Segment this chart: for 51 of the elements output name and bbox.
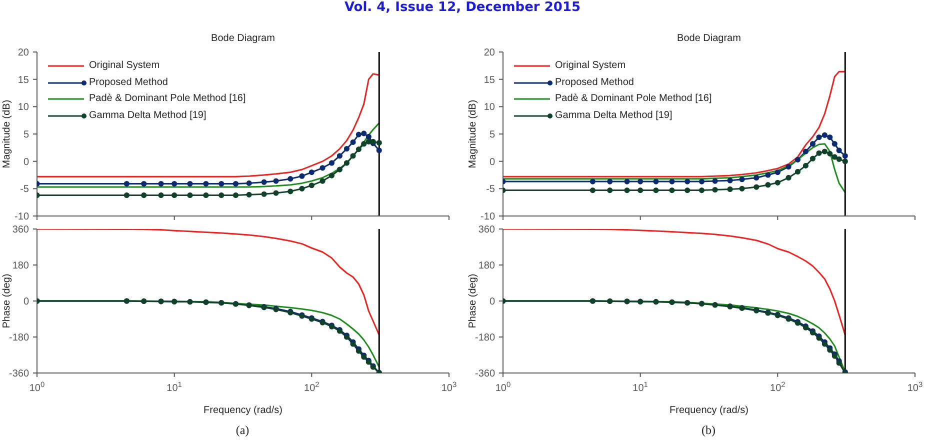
x-tick-label: 10$^{1}$ [632, 380, 648, 394]
x-tick-label: 10$^{0}$ [29, 380, 45, 394]
chart-title: Bode Diagram [210, 33, 276, 44]
y-tick-label: 10 [484, 102, 496, 114]
y-tick-label: -5 [486, 184, 496, 196]
x-tick-label: 10$^{3}$ [907, 380, 923, 394]
y-tick-label: 360 [478, 224, 496, 236]
x-tick-label: 10$^{0}$ [495, 380, 511, 394]
legend-label: Proposed Method [555, 76, 634, 90]
x-tick-label: 10$^{2}$ [770, 380, 786, 394]
y-tick-label: 5 [23, 130, 30, 140]
y-tick-label: 180 [478, 260, 496, 272]
y-axis-title: Magnitude (dB) [2, 100, 13, 168]
y-tick-label: 20 [18, 48, 30, 58]
legend-label: Gamma Delta Method [19] [555, 108, 672, 122]
x-tick-label: 10$^{3}$ [441, 380, 457, 394]
y-tick-label: 0 [489, 296, 496, 308]
y-tick-label: 15 [484, 74, 496, 86]
x-axis-title: Frequency (rad/s) [670, 405, 748, 416]
y-tick-label: -360 [8, 368, 30, 380]
legend-label: Original System [89, 59, 160, 73]
text: (b) [700, 423, 716, 438]
y-tick-label: 0 [23, 156, 30, 168]
chart-title: Bode Diagram [676, 33, 742, 44]
y-tick-label: 0 [489, 156, 496, 168]
legend-label: Proposed Method [89, 76, 168, 90]
x-axis-title: Frequency (rad/s) [204, 405, 282, 416]
y-tick-label: -180 [474, 332, 496, 344]
y-tick-label: 20 [484, 48, 496, 58]
y-tick-label: -5 [20, 184, 30, 196]
y-tick-label: -10 [480, 212, 496, 222]
legend-label: Padè & Dominant Pole Method [16] [89, 92, 246, 106]
y-axis-title: Phase (deg) [468, 274, 479, 328]
y-tick-label: 180 [12, 260, 30, 272]
y-axis-title: Phase (deg) [2, 274, 13, 328]
y-tick-label: 15 [18, 74, 30, 86]
y-tick-label: 10 [18, 102, 30, 114]
legend-label: Padè & Dominant Pole Method [16] [555, 92, 712, 106]
y-axis-title: Magnitude (dB) [468, 100, 479, 168]
x-tick-label: 10$^{2}$ [304, 380, 320, 394]
x-tick-label: 10$^{1}$ [166, 380, 182, 394]
text: (a) [234, 423, 250, 438]
legend-label: Gamma Delta Method [19] [89, 108, 206, 122]
legend-label: Original System [555, 59, 626, 73]
y-tick-label: 360 [12, 224, 30, 236]
text: Vol. 4, Issue 12, December 2015 [343, 0, 582, 15]
y-tick-label: -10 [14, 212, 30, 222]
y-tick-label: 5 [489, 130, 496, 140]
y-tick-label: 0 [23, 296, 30, 308]
y-tick-label: -360 [474, 368, 496, 380]
y-tick-label: -180 [8, 332, 30, 344]
